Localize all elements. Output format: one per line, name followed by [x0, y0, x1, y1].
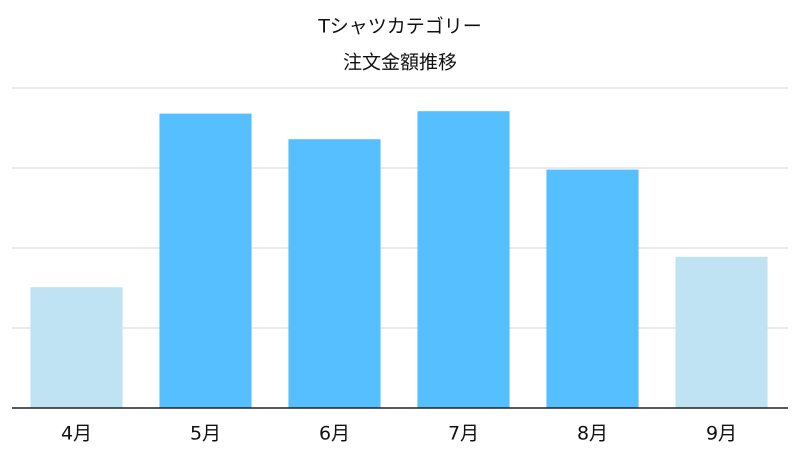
x-tick-label: 5月: [190, 423, 221, 445]
x-tick-label: 7月: [448, 423, 479, 445]
x-tick-label: 9月: [706, 423, 737, 445]
chart-title: Tシャツカテゴリー: [317, 16, 482, 38]
bar: [675, 256, 768, 408]
x-tick-label: 8月: [577, 423, 608, 445]
chart-subtitle: 注文金額推移: [343, 52, 457, 74]
bar: [288, 139, 381, 408]
x-tick-label: 4月: [61, 423, 92, 445]
x-tick-label: 6月: [319, 423, 350, 445]
bar: [546, 169, 639, 408]
bar: [159, 113, 252, 408]
bar: [417, 111, 510, 408]
bar: [30, 287, 123, 408]
